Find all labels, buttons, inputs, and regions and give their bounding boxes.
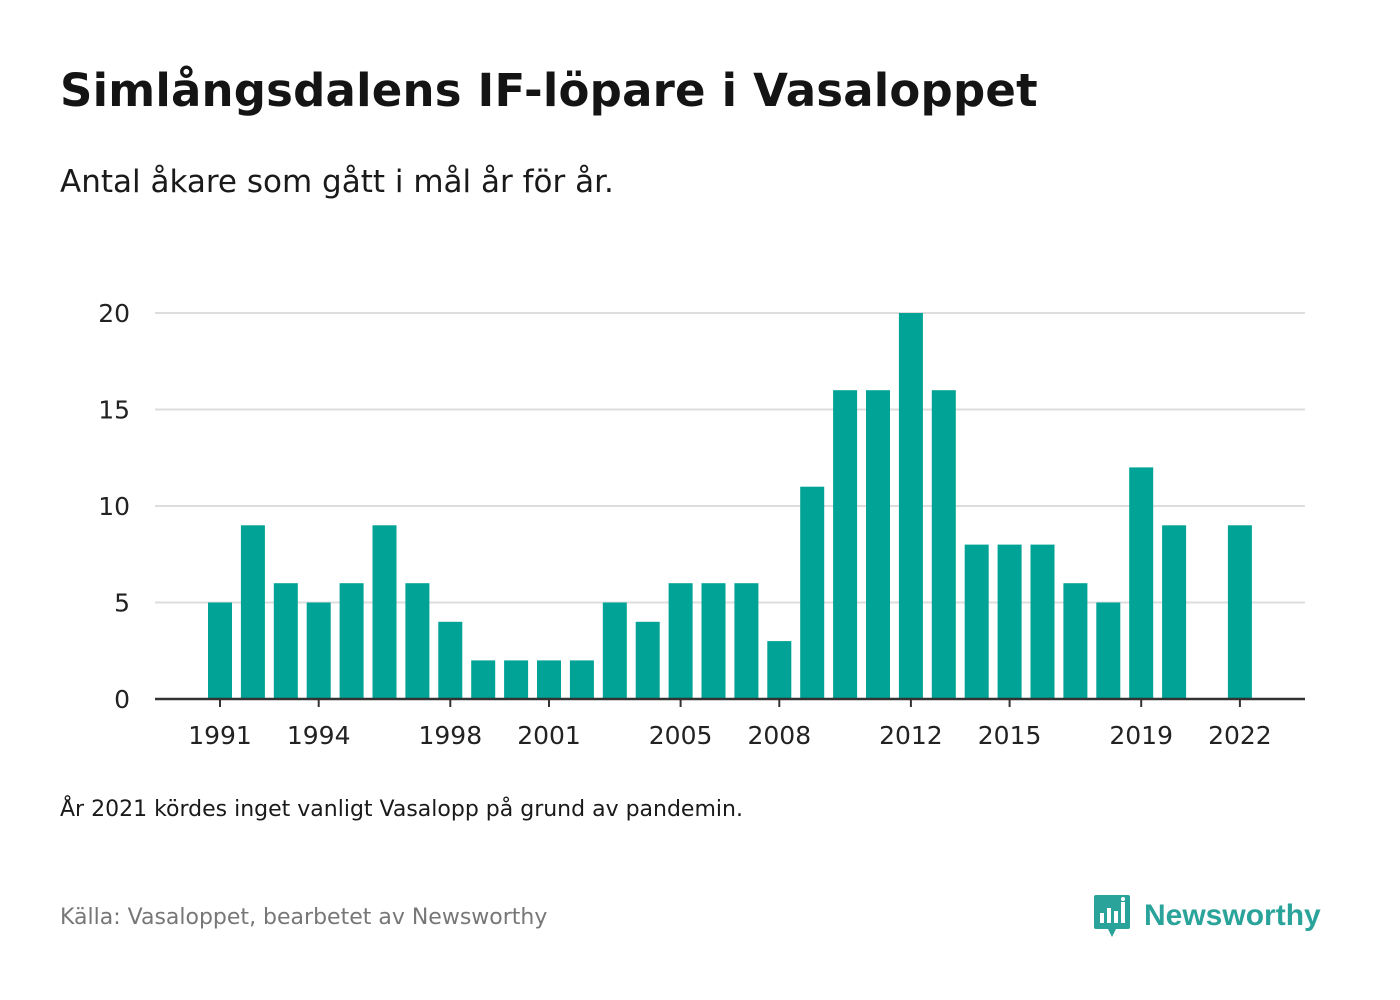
bar-1995 <box>339 583 364 699</box>
x-tick-label: 2005 <box>649 721 713 750</box>
chart-title: Simlångsdalens IF-löpare i Vasaloppet <box>60 64 1038 117</box>
bar-2017 <box>1063 583 1088 699</box>
x-axis <box>155 697 1305 707</box>
bar-2012 <box>898 313 923 699</box>
bar-2002 <box>569 660 594 699</box>
x-tick-label: 2019 <box>1109 721 1173 750</box>
source-text: Källa: Vasaloppet, bearbetet av Newswort… <box>60 905 548 930</box>
bar-1991 <box>208 602 232 699</box>
bar-1994 <box>306 602 331 699</box>
bar-1999 <box>471 660 496 699</box>
bars <box>208 313 1252 699</box>
bar-2020 <box>1162 525 1187 699</box>
bar-2011 <box>866 390 890 699</box>
x-tick-label: 2022 <box>1208 721 1272 750</box>
bar-2010 <box>833 390 858 699</box>
x-tick-label: 1998 <box>418 721 482 750</box>
bar-2008 <box>767 641 792 699</box>
y-tick-label: 5 <box>114 589 130 618</box>
bar-1998 <box>438 621 463 699</box>
brand-name: Newsworthy <box>1144 899 1321 932</box>
bar-2000 <box>504 660 529 699</box>
bar-2001 <box>537 660 561 699</box>
bar-2009 <box>800 486 825 699</box>
bar-2003 <box>602 602 627 699</box>
bar-1996 <box>372 525 397 699</box>
bar-2004 <box>635 621 660 699</box>
bar-2015 <box>997 544 1022 699</box>
bar-1997 <box>405 583 430 699</box>
bar-2016 <box>1030 544 1055 699</box>
bar-2007 <box>734 583 759 699</box>
x-tick-label: 1991 <box>188 721 252 750</box>
bar-2005 <box>668 583 693 699</box>
y-tick-label: 15 <box>98 396 130 425</box>
y-tick-label: 0 <box>114 685 130 714</box>
chart-subtitle: Antal åkare som gått i mål år för år. <box>60 164 614 200</box>
x-tick-label: 2015 <box>978 721 1042 750</box>
bar-2019 <box>1129 467 1154 699</box>
bar-1993 <box>273 583 298 699</box>
newsworthy-logo-icon <box>1094 895 1130 937</box>
footnote: År 2021 kördes inget vanligt Vasalopp på… <box>60 797 743 822</box>
x-tick-label: 1994 <box>287 721 351 750</box>
brand: Newsworthy <box>1092 890 1321 942</box>
bar-chart: 0 5 10 15 20 1991 1994 1998 2001 2005 2008 2012 201… <box>98 299 1305 750</box>
bar-2006 <box>701 583 726 699</box>
x-tick-label: 2001 <box>517 721 581 750</box>
x-tick-label: 2008 <box>747 721 811 750</box>
bar-1992 <box>240 525 265 699</box>
bar-2022 <box>1227 525 1252 699</box>
x-tick-label: 2012 <box>879 721 943 750</box>
y-tick-label: 10 <box>98 492 130 521</box>
y-tick-label: 20 <box>98 299 130 328</box>
bar-2018 <box>1096 602 1121 699</box>
bar-2014 <box>964 544 989 699</box>
y-tick-labels: 0 5 10 15 20 <box>98 299 130 714</box>
bar-2013 <box>931 390 956 699</box>
x-tick-labels: 1991 1994 1998 2001 2005 2008 2012 2015 2019 2022 <box>188 721 1272 750</box>
